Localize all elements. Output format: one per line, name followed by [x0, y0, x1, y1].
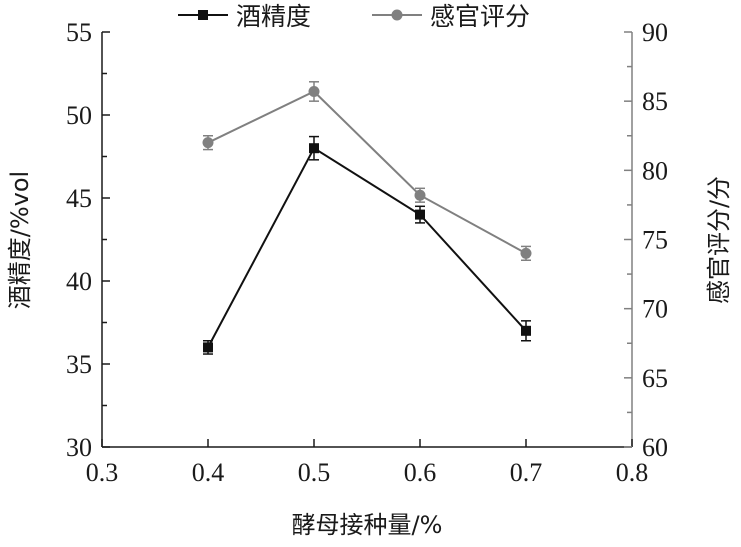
left-y-tick-label: 50	[66, 101, 92, 130]
x-axis-title: 酵母接种量/%	[292, 511, 443, 539]
x-axis-ticks: 0.3 0.4 0.5 0.6 0.7 0.8	[86, 439, 649, 487]
right-y-tick-label: 65	[642, 364, 668, 393]
x-tick-label: 0.3	[86, 458, 119, 487]
legend-swatch-sensory-marker	[391, 9, 403, 21]
left-y-tick-label: 55	[66, 18, 92, 47]
x-tick-label: 0.5	[298, 458, 331, 487]
data-point-sensory	[202, 137, 214, 149]
right-y-tick-label: 70	[642, 295, 668, 324]
data-point-sensory	[520, 247, 532, 259]
right-y-tick-label: 60	[642, 433, 668, 462]
x-tick-label: 0.6	[404, 458, 437, 487]
data-point-sensory	[308, 85, 320, 97]
data-point-alcohol	[203, 342, 213, 353]
data-point-alcohol	[415, 209, 425, 220]
right-y-tick-label: 75	[642, 226, 668, 255]
series-line-alcohol	[207, 146, 527, 348]
x-tick-label: 0.8	[616, 458, 649, 487]
left-y-tick-label: 30	[66, 433, 92, 462]
series-line-sensory	[207, 90, 527, 255]
data-point-sensory	[414, 189, 426, 201]
data-point-alcohol	[521, 325, 531, 336]
left-y-tick-label: 40	[66, 267, 92, 296]
legend-label-alcohol: 酒精度	[236, 2, 311, 31]
left-y-axis-title: 酒精度/%vol	[6, 171, 34, 309]
series-layer	[202, 81, 532, 355]
left-y-tick-label: 35	[66, 350, 92, 379]
x-tick-label: 0.7	[510, 458, 543, 487]
right-y-tick-label: 90	[642, 18, 668, 47]
x-tick-label: 0.4	[192, 458, 225, 487]
right-y-tick-label: 80	[642, 156, 668, 185]
right-y-axis-title: 感官评分/分	[705, 176, 733, 304]
data-point-alcohol	[309, 143, 319, 154]
right-y-axis-ticks: 60 65 70 75 80 85 90	[624, 18, 668, 462]
legend: 酒精度 感官评分	[178, 2, 530, 31]
left-y-axis-ticks: 30 35 40 45 50 55	[66, 18, 110, 462]
legend-label-sensory: 感官评分	[430, 2, 530, 31]
left-y-tick-label: 45	[66, 184, 92, 213]
right-y-tick-label: 85	[642, 87, 668, 116]
legend-swatch-alcohol-marker	[198, 10, 208, 20]
